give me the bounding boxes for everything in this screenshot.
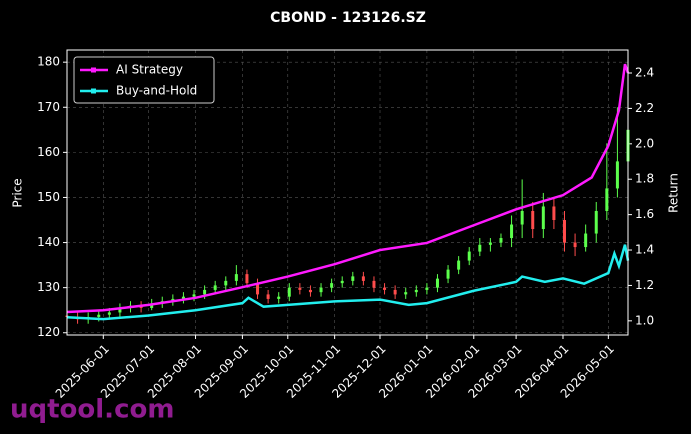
chart-title: CBOND - 123126.SZ — [270, 10, 426, 26]
candle-body — [234, 274, 238, 281]
candle-body — [213, 285, 217, 290]
candle-body — [414, 289, 418, 293]
candle-body — [531, 210, 535, 230]
candle-body — [118, 307, 122, 313]
candle-body — [330, 283, 334, 288]
line-series — [66, 63, 630, 314]
candle-body — [245, 274, 249, 284]
candle-body — [107, 312, 111, 315]
line-series — [66, 244, 630, 321]
candle-body — [361, 276, 365, 281]
candle-body — [266, 294, 270, 299]
y-tick-label: 150 — [37, 190, 60, 204]
candle-body — [552, 206, 556, 221]
y2-tick-label: 1.2 — [635, 278, 654, 292]
y2-tick-label: 2.0 — [635, 136, 654, 150]
candle-body — [573, 242, 577, 248]
candle-body — [393, 289, 397, 295]
candle-body — [467, 251, 471, 261]
candle-body — [584, 233, 588, 248]
y-tick-label: 160 — [37, 145, 60, 159]
plot-frame — [66, 49, 629, 336]
candle-body — [404, 292, 408, 295]
y-tick-label: 140 — [37, 235, 60, 249]
candle-body — [478, 244, 482, 252]
candle-body — [383, 287, 387, 290]
y2-tick-label: 2.2 — [635, 101, 654, 115]
candle-body — [425, 287, 429, 290]
candle-body — [224, 280, 228, 286]
candle-body — [594, 210, 598, 234]
candle-body — [181, 296, 185, 299]
y2-tick-label: 1.0 — [635, 313, 654, 327]
candle-body — [308, 289, 312, 293]
candle-body — [615, 161, 619, 189]
candle-body — [372, 280, 376, 288]
y2-tick-label: 1.6 — [635, 207, 654, 221]
candle-body — [256, 283, 260, 295]
y2-tick-label: 1.4 — [635, 243, 654, 257]
y-tick-label: 170 — [37, 100, 60, 114]
candle-body — [510, 224, 514, 239]
candle-body — [446, 269, 450, 279]
candle-body — [457, 260, 461, 270]
candle-body — [340, 280, 344, 284]
y2-axis-label: Return — [667, 173, 681, 213]
y-tick-label: 180 — [37, 55, 60, 69]
candle-body — [319, 287, 323, 293]
y-tick-label: 120 — [37, 325, 60, 339]
candle-body — [203, 289, 207, 295]
candle-body — [605, 188, 609, 211]
candle-body — [541, 206, 545, 230]
legend-box — [73, 56, 215, 104]
legend: AI Strategy Buy-and-Hold — [73, 56, 215, 104]
y2-tick-label: 1.8 — [635, 172, 654, 186]
candle-body — [562, 220, 566, 243]
candle-body — [287, 287, 291, 297]
candle-body — [520, 210, 524, 225]
y-axis-label: Price — [11, 178, 25, 207]
legend-marker — [91, 88, 96, 94]
candle-body — [435, 278, 439, 288]
legend-marker — [91, 67, 96, 73]
legend-label: AI Strategy — [116, 63, 183, 77]
candle-body — [499, 238, 503, 243]
candle-body — [277, 296, 281, 299]
candle-body — [488, 242, 492, 245]
y-tick-label: 130 — [37, 280, 60, 294]
y2-tick-label: 2.4 — [635, 66, 654, 80]
watermark: uqtool.com — [10, 395, 174, 425]
candle-body — [298, 287, 302, 290]
candle-body — [351, 276, 355, 281]
candle-body — [192, 294, 196, 297]
candle-body — [97, 314, 101, 317]
legend-label: Buy-and-Hold — [116, 84, 197, 98]
